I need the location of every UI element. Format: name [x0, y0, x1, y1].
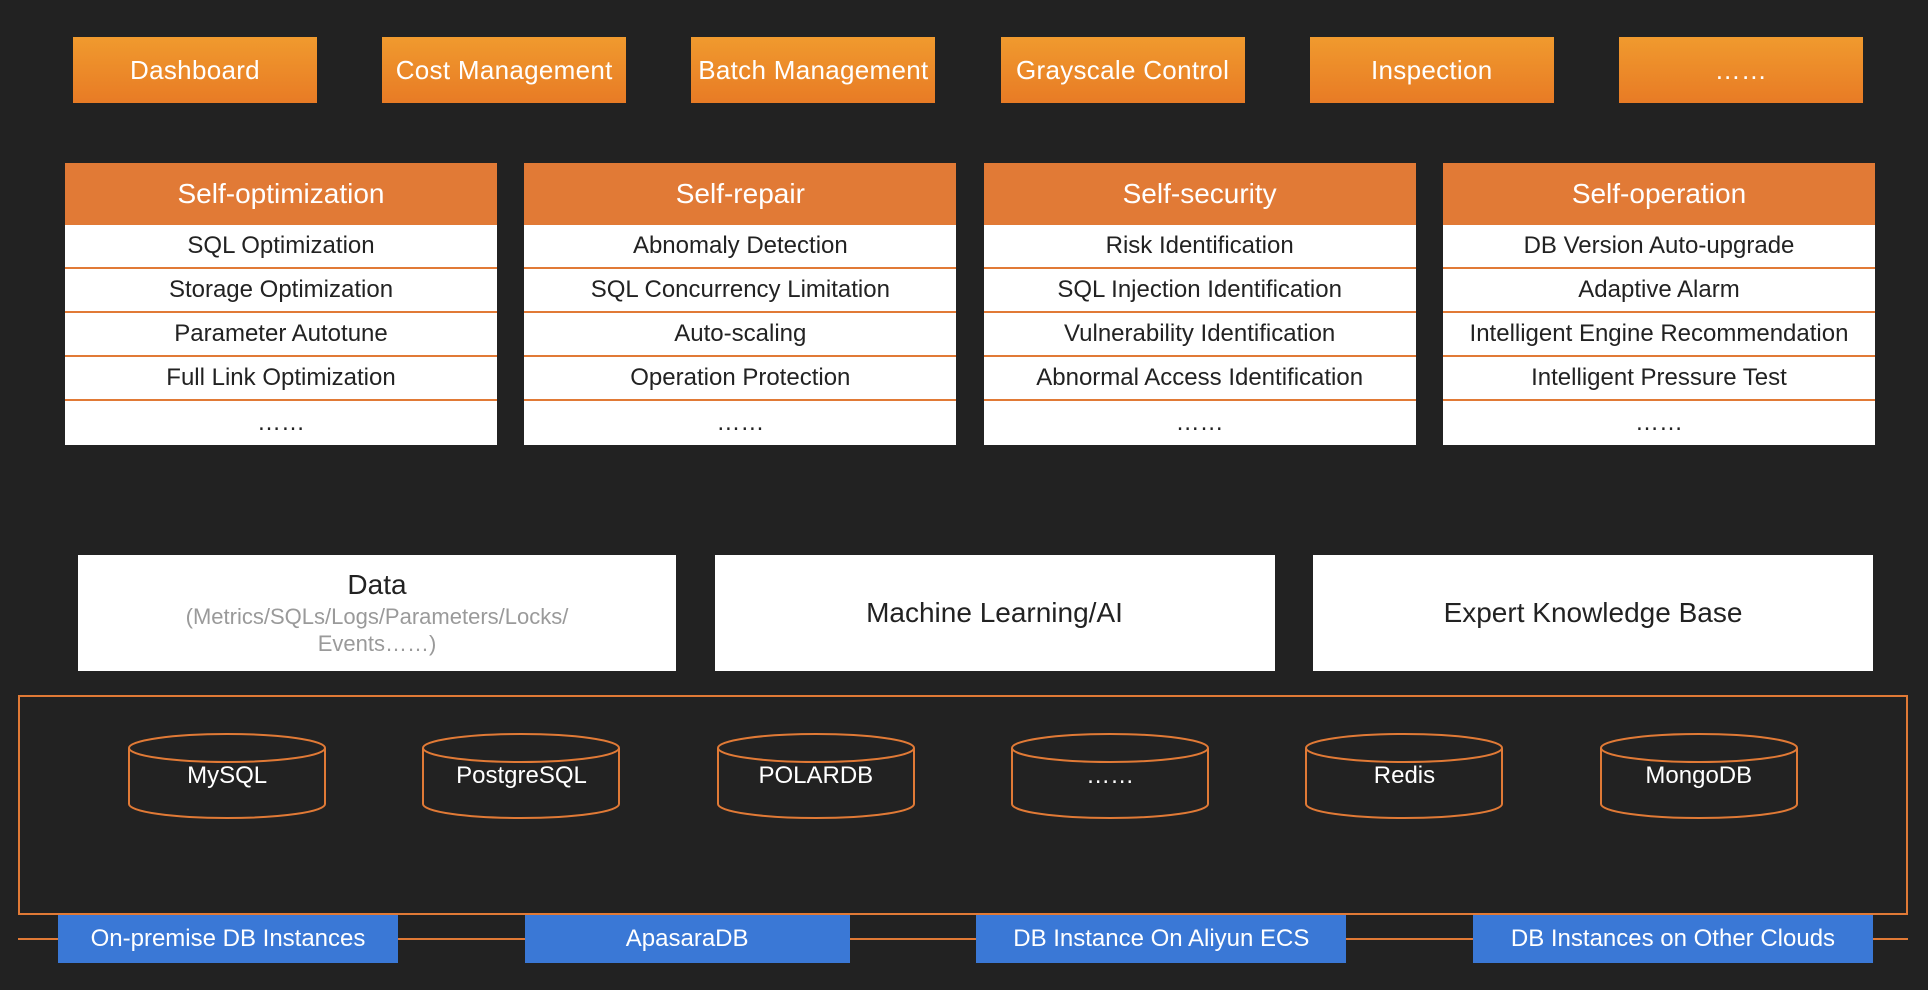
- panel-item: Intelligent Pressure Test: [1443, 357, 1875, 401]
- top-tab-label: Dashboard: [130, 55, 260, 86]
- panel-self-repair: Self-repair Abnomaly Detection SQL Concu…: [524, 163, 956, 445]
- deploy-row: On-premise DB Instances ApasaraDB DB Ins…: [58, 915, 1873, 963]
- panels-row: Self-optimization SQL Optimization Stora…: [65, 163, 1875, 445]
- mid-box-data: Data (Metrics/SQLs/Logs/Parameters/Locks…: [78, 555, 676, 671]
- db-label: MySQL: [187, 762, 267, 790]
- db-label: PostgreSQL: [456, 762, 587, 790]
- mid-box-ml: Machine Learning/AI: [715, 555, 1275, 671]
- db-label: ……: [1086, 762, 1134, 790]
- panel-item: Storage Optimization: [65, 269, 497, 313]
- panel-item: Intelligent Engine Recommendation: [1443, 313, 1875, 357]
- panel-item: Auto-scaling: [524, 313, 956, 357]
- panel-item: SQL Optimization: [65, 225, 497, 269]
- db-label: MongoDB: [1645, 762, 1752, 790]
- panel-item: ……: [65, 401, 497, 445]
- panel-item: Operation Protection: [524, 357, 956, 401]
- db-cylinder: POLARDB: [716, 733, 916, 819]
- db-label: Redis: [1374, 762, 1435, 790]
- top-tab: Grayscale Control: [1001, 37, 1245, 103]
- top-tab-label: ……: [1715, 55, 1768, 86]
- panel-item: SQL Concurrency Limitation: [524, 269, 956, 313]
- deploy-box: On-premise DB Instances: [58, 915, 398, 963]
- mid-row: Data (Metrics/SQLs/Logs/Parameters/Locks…: [78, 555, 1873, 671]
- panel-item: ……: [524, 401, 956, 445]
- panel-item: Adaptive Alarm: [1443, 269, 1875, 313]
- panel-body: Risk Identification SQL Injection Identi…: [984, 225, 1416, 445]
- deploy-box: DB Instance On Aliyun ECS: [976, 915, 1346, 963]
- panel-self-operation: Self-operation DB Version Auto-upgrade A…: [1443, 163, 1875, 445]
- panel-item: Full Link Optimization: [65, 357, 497, 401]
- deploy-label: DB Instances on Other Clouds: [1511, 925, 1835, 953]
- mid-box-title: Expert Knowledge Base: [1444, 597, 1743, 629]
- top-tab: ……: [1619, 37, 1863, 103]
- panel-self-optimization: Self-optimization SQL Optimization Stora…: [65, 163, 497, 445]
- diagram-canvas: Dashboard Cost Management Batch Manageme…: [0, 0, 1928, 990]
- panel-item: Abnomaly Detection: [524, 225, 956, 269]
- db-frame: MySQL PostgreSQL POLARDB …… Redis MongoD…: [18, 695, 1908, 915]
- db-row: MySQL PostgreSQL POLARDB …… Redis MongoD…: [20, 733, 1906, 819]
- deploy-box: ApasaraDB: [525, 915, 850, 963]
- panel-body: DB Version Auto-upgrade Adaptive Alarm I…: [1443, 225, 1875, 445]
- panel-header: Self-repair: [524, 163, 956, 225]
- top-tab-label: Grayscale Control: [1016, 55, 1229, 86]
- db-cylinder: Redis: [1304, 733, 1504, 819]
- panel-header: Self-operation: [1443, 163, 1875, 225]
- db-cylinder: PostgreSQL: [421, 733, 621, 819]
- panel-item: DB Version Auto-upgrade: [1443, 225, 1875, 269]
- panel-item: Parameter Autotune: [65, 313, 497, 357]
- panel-body: Abnomaly Detection SQL Concurrency Limit…: [524, 225, 956, 445]
- panel-header: Self-security: [984, 163, 1416, 225]
- deploy-label: ApasaraDB: [626, 925, 749, 953]
- db-cylinder: MongoDB: [1599, 733, 1799, 819]
- mid-box-title: Data: [347, 569, 406, 601]
- panel-header: Self-optimization: [65, 163, 497, 225]
- panel-item: SQL Injection Identification: [984, 269, 1416, 313]
- top-tab-row: Dashboard Cost Management Batch Manageme…: [73, 37, 1863, 103]
- mid-box-expert: Expert Knowledge Base: [1313, 555, 1873, 671]
- panel-item: ……: [984, 401, 1416, 445]
- db-cylinder: ……: [1010, 733, 1210, 819]
- panel-item: ……: [1443, 401, 1875, 445]
- deploy-box: DB Instances on Other Clouds: [1473, 915, 1873, 963]
- deploy-label: DB Instance On Aliyun ECS: [1013, 925, 1309, 953]
- top-tab-label: Cost Management: [396, 55, 613, 86]
- panel-item: Risk Identification: [984, 225, 1416, 269]
- top-tab-label: Inspection: [1371, 55, 1493, 86]
- mid-box-subtitle: (Metrics/SQLs/Logs/Parameters/Locks/ Eve…: [186, 603, 569, 658]
- panel-body: SQL Optimization Storage Optimization Pa…: [65, 225, 497, 445]
- top-tab: Batch Management: [691, 37, 935, 103]
- db-label: POLARDB: [758, 762, 873, 790]
- panel-self-security: Self-security Risk Identification SQL In…: [984, 163, 1416, 445]
- panel-item: Abnormal Access Identification: [984, 357, 1416, 401]
- db-cylinder: MySQL: [127, 733, 327, 819]
- deploy-label: On-premise DB Instances: [91, 925, 366, 953]
- top-tab: Dashboard: [73, 37, 317, 103]
- top-tab-label: Batch Management: [698, 55, 928, 86]
- top-tab: Cost Management: [382, 37, 626, 103]
- mid-box-title: Machine Learning/AI: [866, 597, 1123, 629]
- panel-item: Vulnerability Identification: [984, 313, 1416, 357]
- top-tab: Inspection: [1310, 37, 1554, 103]
